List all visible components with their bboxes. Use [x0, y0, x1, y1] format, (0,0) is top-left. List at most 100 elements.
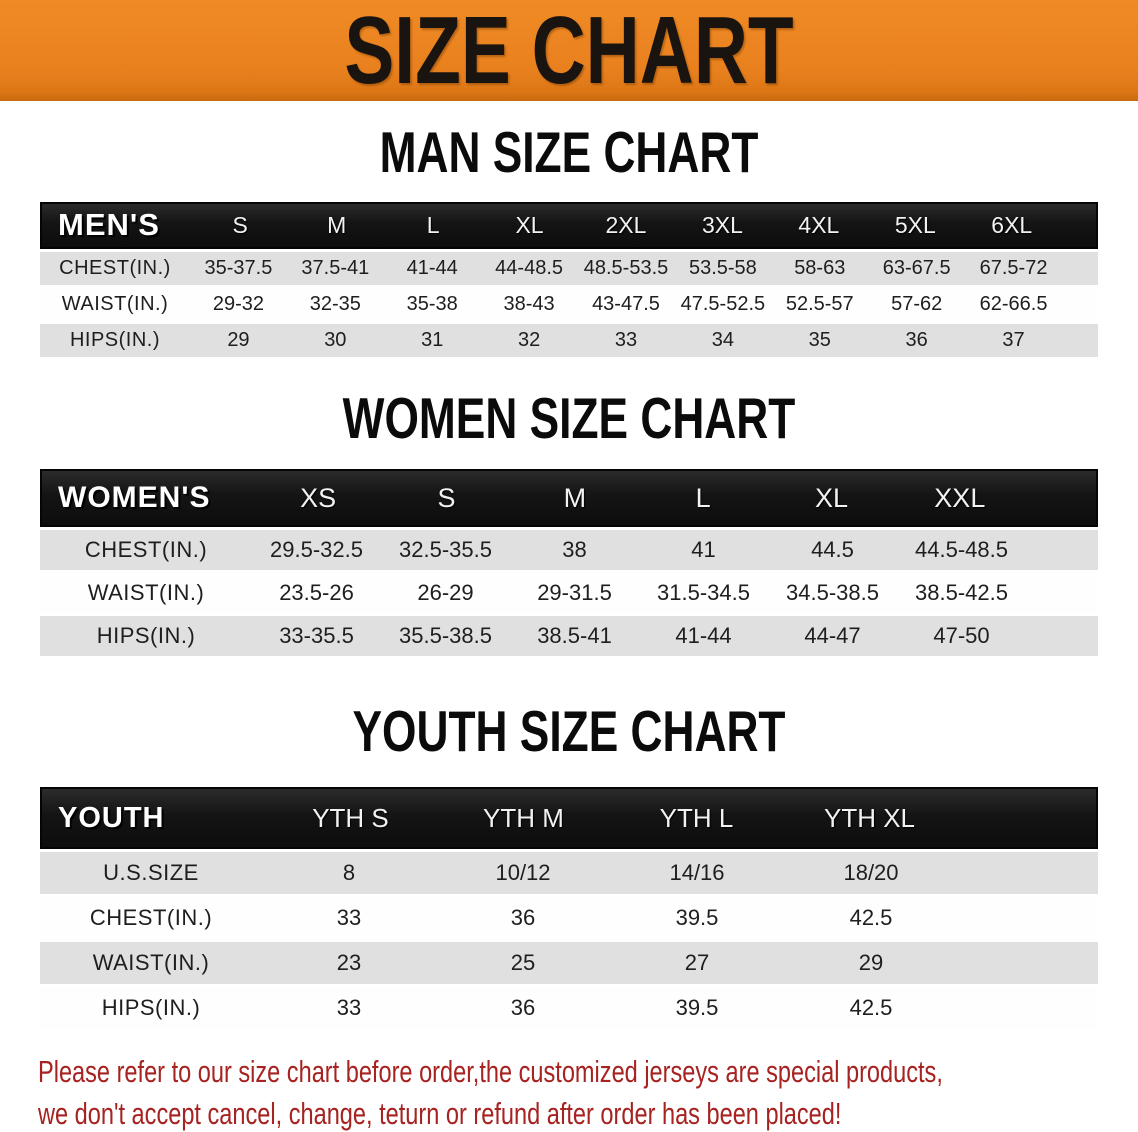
table-header-row: YOUTH YTH S YTH M YTH L YTH XL: [40, 787, 1098, 850]
section-heading-text: YOUTH SIZE CHART: [352, 700, 786, 765]
row-label: WAIST(IN.): [61, 292, 169, 315]
column-header: S: [437, 482, 456, 513]
cell-value: 44.5: [811, 537, 854, 563]
cell-value: 33-35.5: [279, 623, 354, 649]
cell-value: 23: [336, 950, 362, 976]
cell-value: 33: [336, 905, 362, 931]
cell-value: 30: [324, 328, 347, 351]
cell-value: 41-44: [675, 623, 732, 649]
cell-value: 33: [614, 328, 638, 351]
cell-value: 44.5-48.5: [915, 537, 1008, 563]
column-header: 4XL: [798, 211, 840, 238]
row-label: HIPS(IN.): [69, 328, 161, 351]
cell-value: 14/16: [669, 860, 725, 886]
column-header: M: [563, 482, 587, 513]
row-label: U.S.SIZE: [103, 860, 199, 886]
cell-value: 29: [858, 950, 884, 976]
cell-value: 23.5-26: [279, 580, 354, 606]
table-row: HIPS(IN.) 29 30 31 32 33 34 35 36 37: [40, 323, 1098, 357]
cell-value: 58-63: [794, 256, 846, 279]
table-corner-label: WOMEN'S: [58, 481, 211, 515]
cell-value: 38-43: [503, 292, 555, 315]
cell-value: 39.5: [675, 905, 719, 931]
cell-value: 63-67.5: [882, 256, 951, 279]
cell-value: 27: [684, 950, 710, 976]
cell-value: 29: [227, 328, 250, 351]
cell-value: 43-47.5: [592, 292, 660, 315]
cell-value: 39.5: [675, 995, 719, 1021]
table-header-row: WOMEN'S XS S M L XL XXL: [40, 469, 1098, 528]
column-header: M: [327, 211, 347, 238]
cell-value: 37.5-41: [301, 256, 370, 279]
cell-value: 44-48.5: [495, 256, 564, 279]
table-row: HIPS(IN.) 33 36 39.5 42.5: [40, 987, 1098, 1030]
table-row: CHEST(IN.) 33 36 39.5 42.5: [40, 897, 1098, 940]
banner-title: SIZE CHART: [344, 0, 794, 104]
cell-value: 53.5-58: [688, 256, 757, 279]
table-row: CHEST(IN.) 29.5-32.5 32.5-35.5 38 41 44.5 44.5…: [40, 530, 1098, 571]
cell-value: 42.5: [849, 905, 893, 931]
table-corner-label: MEN'S: [58, 207, 160, 243]
cell-value: 41: [691, 537, 716, 563]
column-header: XS: [300, 482, 337, 513]
cell-value: 29-31.5: [537, 580, 612, 606]
cell-value: 36: [905, 328, 928, 351]
disclaimer-line-1: Please refer to our size chart before or…: [38, 1054, 943, 1090]
cell-value: 33: [336, 995, 362, 1021]
cell-value: 32-35: [309, 292, 361, 315]
cell-value: 29.5-32.5: [270, 537, 363, 563]
disclaimer-line-2: we don't accept cancel, change, teturn o…: [38, 1096, 842, 1132]
cell-value: 38.5-42.5: [915, 580, 1008, 606]
column-header: YTH L: [659, 802, 734, 833]
cell-value: 35: [808, 328, 831, 351]
cell-value: 31: [421, 328, 444, 351]
banner: SIZE CHART: [0, 0, 1138, 101]
table-row: WAIST(IN.) 29-32 32-35 35-38 38-43 43-47.5 47.…: [40, 287, 1098, 321]
row-label: HIPS(IN.): [101, 995, 201, 1021]
section-heading-men: MAN SIZE CHART: [0, 121, 1138, 185]
table-header-row: MEN'S S M L XL 2XL 3XL 4XL 5XL 6XL: [40, 201, 1098, 249]
row-label: CHEST(IN.): [84, 537, 208, 563]
cell-value: 26-29: [417, 580, 474, 606]
cell-value: 38: [562, 537, 587, 563]
cell-value: 52.5-57: [785, 292, 854, 315]
cell-value: 10/12: [495, 860, 551, 886]
disclaimer: Please refer to our size chart before or…: [38, 1051, 1138, 1132]
column-header: XXL: [934, 482, 986, 513]
row-label: CHEST(IN.): [89, 905, 213, 931]
cell-value: 41-44: [406, 256, 458, 279]
cell-value: 32.5-35.5: [399, 537, 492, 563]
cell-value: 34: [711, 328, 734, 351]
column-header: YTH S: [312, 802, 389, 833]
cell-value: 35-38: [406, 292, 458, 315]
column-header: XL: [814, 482, 848, 513]
row-label: WAIST(IN.): [92, 950, 210, 976]
cell-value: 67.5-72: [979, 256, 1048, 279]
section-heading-text: MAN SIZE CHART: [379, 121, 759, 185]
size-table-men: MEN'S S M L XL 2XL 3XL 4XL 5XL 6XL CHEST(IN.) 35-37…: [40, 201, 1098, 357]
section-youth: YOUTH SIZE CHART YOUTH YTH S YTH M YTH L YTH …: [0, 700, 1138, 1030]
cell-value: 18/20: [843, 860, 899, 886]
cell-value: 32: [517, 328, 541, 351]
row-label: HIPS(IN.): [96, 623, 196, 649]
cell-value: 25: [510, 950, 536, 976]
cell-value: 29-32: [212, 292, 265, 315]
section-heading-women: WOMEN SIZE CHART: [0, 389, 1138, 449]
cell-value: 31.5-34.5: [657, 580, 750, 606]
row-label: CHEST(IN.): [59, 256, 171, 279]
cell-value: 8: [342, 860, 356, 886]
cell-value: 48.5-53.5: [583, 256, 669, 279]
column-header: 3XL: [701, 211, 743, 238]
column-header: 6XL: [991, 211, 1033, 238]
section-women: WOMEN SIZE CHART WOMEN'S XS S M L XL XXL CHEST(I…: [0, 389, 1138, 657]
cell-value: 57-62: [891, 292, 943, 315]
table-corner-label: YOUTH: [58, 801, 165, 834]
cell-value: 34.5-38.5: [786, 580, 879, 606]
column-header: 5XL: [894, 211, 936, 238]
cell-value: 36: [510, 995, 536, 1021]
column-header: XL: [515, 211, 544, 238]
cell-value: 62-66.5: [979, 292, 1048, 315]
cell-value: 37: [1002, 328, 1025, 351]
cell-value: 38.5-41: [537, 623, 612, 649]
cell-value: 35.5-38.5: [399, 623, 492, 649]
